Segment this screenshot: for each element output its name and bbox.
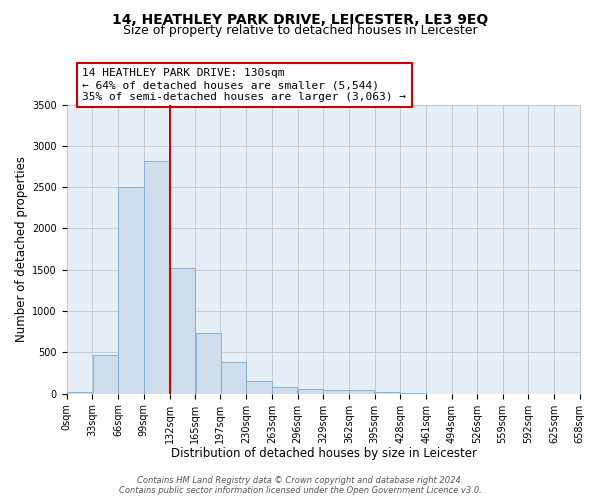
Bar	[196, 334, 221, 394]
Bar	[375, 392, 400, 394]
Bar	[349, 390, 374, 394]
Bar	[118, 187, 143, 394]
Bar	[298, 389, 323, 394]
Bar	[67, 392, 92, 394]
X-axis label: Distribution of detached houses by size in Leicester: Distribution of detached houses by size …	[171, 447, 477, 460]
Bar	[246, 382, 272, 394]
Text: 14 HEATHLEY PARK DRIVE: 130sqm
← 64% of detached houses are smaller (5,544)
35% : 14 HEATHLEY PARK DRIVE: 130sqm ← 64% of …	[82, 68, 406, 102]
Bar	[221, 362, 246, 394]
Bar	[272, 387, 297, 394]
Bar	[92, 355, 118, 394]
Bar	[170, 268, 195, 394]
Y-axis label: Number of detached properties: Number of detached properties	[15, 156, 28, 342]
Bar	[323, 390, 349, 394]
Bar	[144, 160, 169, 394]
Text: Contains HM Land Registry data © Crown copyright and database right 2024.
Contai: Contains HM Land Registry data © Crown c…	[119, 476, 481, 495]
Text: 14, HEATHLEY PARK DRIVE, LEICESTER, LE3 9EQ: 14, HEATHLEY PARK DRIVE, LEICESTER, LE3 …	[112, 12, 488, 26]
Text: Size of property relative to detached houses in Leicester: Size of property relative to detached ho…	[122, 24, 478, 37]
